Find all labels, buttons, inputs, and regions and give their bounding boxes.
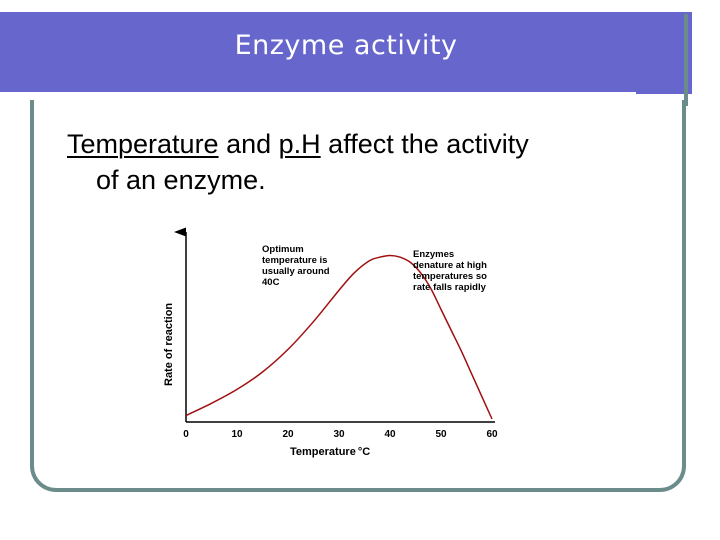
rate-curve — [185, 254, 493, 420]
annotation-denature: Enzymes denature at high temperatures so… — [413, 249, 490, 293]
title-divider — [0, 92, 636, 96]
slide-frame — [30, 100, 686, 492]
ann-denature-line-3: temperatures so — [413, 271, 487, 282]
body-rest: affect the activity — [320, 129, 529, 159]
rate-temperature-chart: 0 10 20 30 40 50 60 Temperature °C Rate of reac… — [163, 227, 498, 458]
slide-title: Enzyme activity — [234, 30, 458, 61]
x-axis-label: Temperature °C — [290, 446, 370, 458]
x-axis-unit: °C — [358, 446, 370, 458]
ann-denature-line-4: rate falls rapidly — [413, 282, 487, 293]
x-axis-title: Temperature — [290, 446, 356, 458]
ann-denature-line-1: Enzymes — [413, 249, 454, 260]
x-tick-label: 60 — [486, 429, 498, 440]
body-line-2: of an enzyme. — [96, 165, 266, 195]
ann-denature-line-2: denature at high — [413, 260, 487, 271]
ann-optimum-line-4: 40C — [262, 277, 280, 288]
x-tick-label: 20 — [282, 429, 294, 440]
x-tick-label: 40 — [384, 429, 396, 440]
title-bar — [0, 12, 692, 94]
ann-optimum-line-2: temperature is — [262, 255, 327, 266]
ann-optimum-line-3: usually around — [262, 266, 330, 277]
body-text: Temperature and p.H affect the activity … — [67, 126, 667, 198]
x-tick-label: 10 — [231, 429, 243, 440]
annotation-optimum: Optimum temperature is usually around 40… — [262, 244, 332, 288]
temperature-word: Temperature — [67, 129, 219, 159]
x-ticks: 0 10 20 30 40 50 60 — [183, 429, 498, 440]
body-connector: and — [218, 129, 279, 159]
frame-edge — [684, 14, 688, 106]
y-axis-label: Rate of reaction — [163, 303, 175, 386]
x-tick-label: 0 — [183, 429, 189, 440]
ann-optimum-line-1: Optimum — [262, 244, 304, 255]
ph-word: p.H — [278, 129, 321, 159]
x-tick-label: 50 — [435, 429, 447, 440]
x-tick-label: 30 — [333, 429, 345, 440]
